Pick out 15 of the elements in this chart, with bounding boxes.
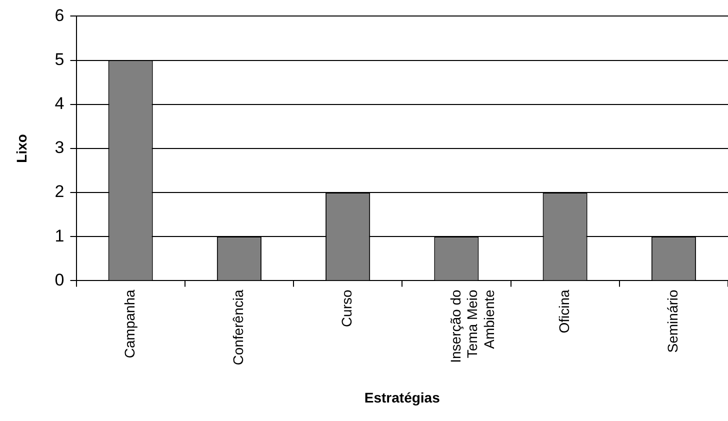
y-tick-label: 4 bbox=[54, 94, 64, 114]
y-tick-label: 5 bbox=[54, 50, 64, 69]
y-axis-title: Lixo bbox=[13, 134, 30, 163]
y-tick-label: 1 bbox=[54, 226, 64, 246]
x-tick-label: Oficina bbox=[556, 290, 572, 334]
y-tick-label: 2 bbox=[54, 182, 64, 202]
x-tick-label: Inserção do Tema Meio Ambiente bbox=[447, 289, 497, 363]
x-tick-label: Curso bbox=[338, 290, 355, 328]
y-tick-label: 6 bbox=[54, 6, 64, 25]
x-tick-label: Campanha bbox=[121, 290, 138, 358]
y-tick-label: 3 bbox=[54, 138, 64, 158]
x-tick-label: Seminário bbox=[664, 290, 681, 353]
y-tick-label: 0 bbox=[54, 270, 64, 290]
x-tick-label: Conferência bbox=[230, 290, 246, 366]
x-axis-title: Estratégias bbox=[364, 389, 440, 406]
